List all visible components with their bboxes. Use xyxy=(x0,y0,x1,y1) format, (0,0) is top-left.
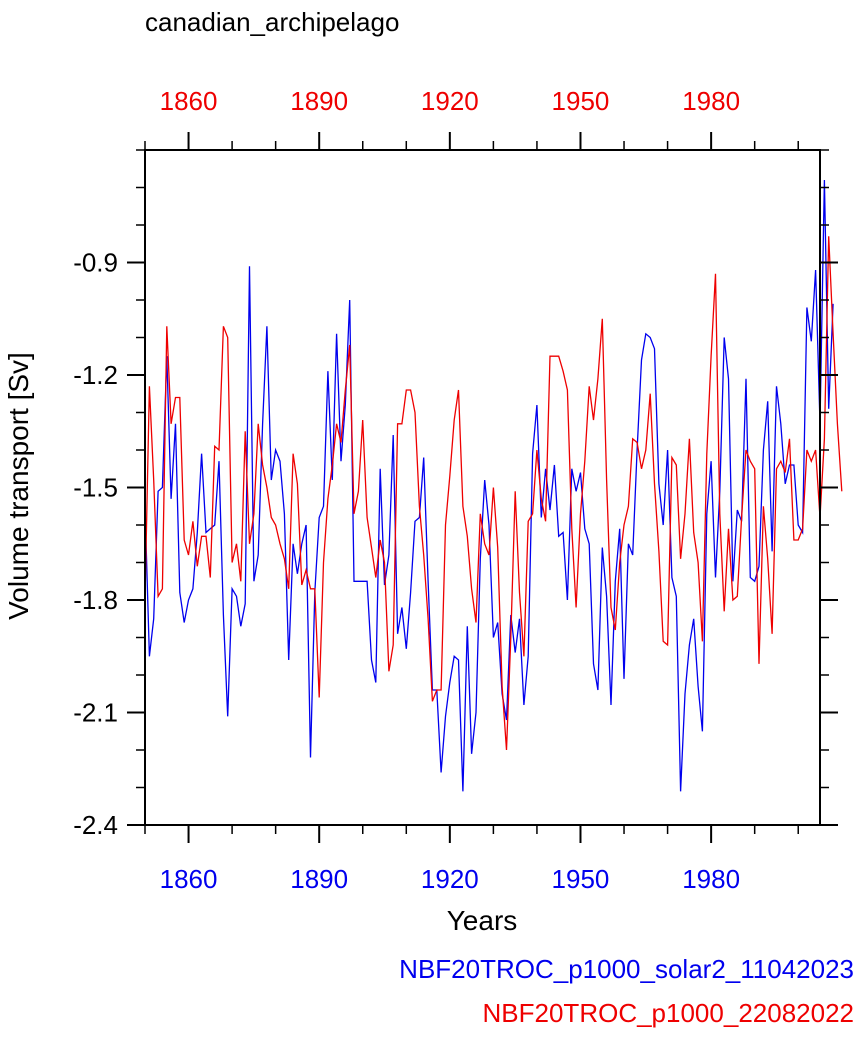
legend-entry-series-1: NBF20TROC_p1000_22082022 xyxy=(483,998,854,1028)
y-tick-label: -2.1 xyxy=(73,698,118,728)
legend-entry-series-0: NBF20TROC_p1000_solar2_11042023 xyxy=(399,954,854,984)
x-tick-label-top: 1980 xyxy=(682,86,740,116)
y-tick-label: -0.9 xyxy=(73,248,118,278)
x-tick-label-bottom: 1860 xyxy=(160,864,218,894)
y-tick-label: -2.4 xyxy=(73,810,118,840)
x-axis-label: Years xyxy=(447,905,518,936)
y-tick-label: -1.2 xyxy=(73,360,118,390)
x-tick-label-bottom: 1980 xyxy=(682,864,740,894)
x-tick-label-bottom: 1950 xyxy=(552,864,610,894)
x-tick-label-bottom: 1920 xyxy=(421,864,479,894)
y-axis-label: Volume transport [Sv] xyxy=(3,352,34,620)
y-tick-label: -1.5 xyxy=(73,473,118,503)
x-tick-label-top: 1920 xyxy=(421,86,479,116)
plot-area: 1860 1860 1890 1890 1920 1920 1950 1950 1980 1980… xyxy=(73,86,843,894)
x-tick-label-top: 1950 xyxy=(552,86,610,116)
y-tick-label: -1.8 xyxy=(73,585,118,615)
x-tick-label-bottom: 1890 xyxy=(290,864,348,894)
x-tick-label-top: 1890 xyxy=(290,86,348,116)
chart-title: canadian_archipelago xyxy=(145,7,399,37)
x-tick-label-top: 1860 xyxy=(160,86,218,116)
series-line-0 xyxy=(144,179,834,792)
series-line-1 xyxy=(144,236,843,751)
